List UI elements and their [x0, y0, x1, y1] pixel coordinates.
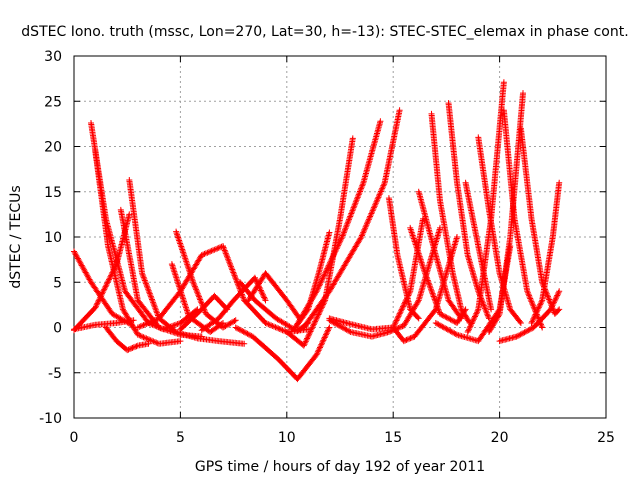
series-marks — [415, 188, 465, 322]
x-tick-label: 5 — [176, 430, 185, 446]
series-marks — [300, 107, 403, 331]
series-marks — [407, 224, 469, 326]
x-tick-label: 25 — [597, 430, 615, 446]
x-tick-label: 10 — [278, 430, 296, 446]
tick-labels: 0 5 10 15 20 25 -10 -5 0 5 10 15 20 25 30 — [39, 49, 615, 446]
series-marks — [283, 135, 356, 349]
series-marks — [232, 324, 333, 383]
series-marks — [500, 107, 546, 331]
x-axis-label: GPS time / hours of day 192 of year 2011 — [195, 459, 485, 475]
x-tick-label: 20 — [491, 430, 509, 446]
series-marks — [428, 110, 473, 326]
y-tick-label: 25 — [44, 94, 62, 110]
series-arc-19 — [283, 135, 356, 349]
series-marks — [126, 177, 248, 347]
y-tick-label: -5 — [48, 366, 62, 382]
series-arc-38 — [462, 179, 495, 313]
series-arc-28 — [428, 110, 473, 326]
series-arc-24 — [385, 195, 422, 322]
chart-title: dSTEC Iono. truth (mssc, Lon=270, Lat=30… — [21, 24, 628, 40]
y-tick-label: -10 — [39, 411, 62, 427]
series-marks — [173, 228, 239, 331]
series-arc-10 — [173, 228, 239, 331]
series-arc-09 — [134, 243, 226, 331]
series-marks — [245, 270, 303, 322]
series-arc-34 — [500, 107, 546, 331]
y-tick-label: 0 — [53, 321, 62, 337]
series-marks — [177, 292, 231, 333]
series-marks — [102, 324, 152, 354]
series-arc-20 — [292, 118, 384, 331]
y-tick-label: 15 — [44, 185, 62, 201]
x-tick-label: 0 — [70, 430, 79, 446]
y-tick-label: 30 — [44, 49, 62, 65]
series-marks — [134, 243, 226, 331]
y-tick-label: 10 — [44, 230, 62, 246]
series-arc-05 — [92, 148, 184, 347]
series-arc-16 — [232, 324, 333, 383]
series-marks — [528, 179, 563, 326]
series-arc-37 — [528, 179, 563, 326]
x-tick-label: 15 — [384, 430, 402, 446]
series-marks — [462, 179, 495, 313]
series-arc-36 — [517, 125, 563, 317]
series-arc-27 — [415, 188, 465, 322]
series-marks — [517, 125, 563, 317]
y-axis-label: dSTEC / TECUs — [8, 185, 24, 288]
series-arc-21 — [300, 107, 403, 331]
y-tick-label: 5 — [53, 275, 62, 291]
series-marks — [385, 195, 422, 322]
series-arc-08 — [126, 177, 248, 347]
series-marks — [92, 148, 184, 347]
series-arc-17 — [245, 270, 303, 322]
series-arc-06 — [102, 324, 152, 354]
y-tick-label: 20 — [44, 140, 62, 156]
series-arc-12 — [177, 292, 231, 333]
data-marks — [71, 79, 563, 383]
series-arc-26 — [407, 224, 469, 326]
series-marks — [292, 118, 384, 331]
